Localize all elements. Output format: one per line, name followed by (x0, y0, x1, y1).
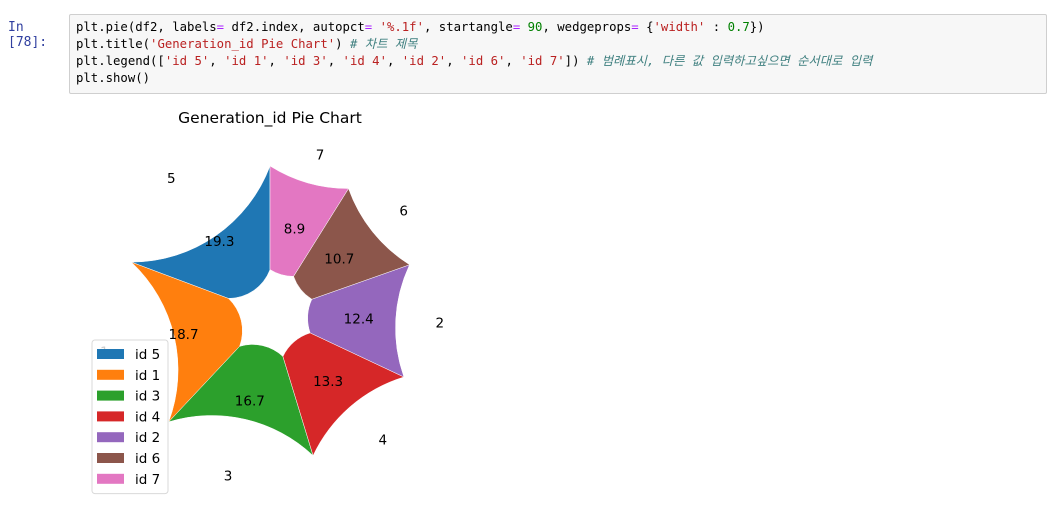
legend-entry: id 4 (135, 409, 160, 425)
cell-prompt: In [78]: (8, 20, 48, 50)
code-line: plt.pie(df2, labels= df2.index, autopct=… (76, 19, 872, 36)
code-token: 'id 2' (401, 54, 447, 68)
legend-swatch (97, 349, 124, 359)
pie-chart: Generation_id Pie Chart 19.3518.7116.731… (91, 109, 444, 495)
wedge-category-label: 5 (167, 171, 176, 187)
legend-entry: id 7 (135, 472, 160, 488)
code-token: = (631, 20, 639, 34)
legend-entry: id 2 (135, 430, 160, 446)
wedge-pct-label: 16.7 (235, 393, 265, 409)
code-token: 'width' (653, 20, 706, 34)
legend-entry: id 1 (135, 368, 160, 384)
code-token: # 차트 제목 (349, 37, 418, 51)
code-token: plt.title( (76, 37, 151, 51)
wedge-pct-label: 19.3 (204, 234, 234, 250)
legend-swatch (97, 411, 124, 422)
code-token: plt.legend([ (76, 54, 165, 68)
code-token: : (705, 20, 728, 34)
pie-wedge (131, 165, 271, 299)
code-token (520, 20, 527, 34)
code-token: ) (335, 37, 350, 51)
code-token: 'id 7' (520, 54, 565, 68)
pie-wedges (131, 165, 411, 457)
code-line: plt.title('Generation_id Pie Chart') # 차… (76, 36, 872, 53)
code-token: , startangle (423, 20, 513, 34)
wedge-pct-label: 8.9 (284, 222, 305, 238)
legend-swatch (97, 390, 124, 401)
wedge-category-label: 7 (316, 148, 325, 164)
pie-wedge (282, 332, 405, 457)
chart-legend: id 5 id 1 id 3 id 4 id 2 id 6 id 7 (91, 339, 169, 495)
code-token: 0.7 (727, 20, 750, 34)
chart-title: Generation_id Pie Chart (178, 109, 362, 128)
code-token: 'id 3' (283, 54, 328, 68)
code-token (372, 20, 379, 34)
pie-wedge (131, 261, 243, 423)
wedge-pct-label: 12.4 (344, 311, 374, 327)
pie-wedge (167, 344, 314, 457)
code-token: , (446, 54, 462, 68)
code-token: plt.show() (76, 71, 151, 85)
code-token: '%.1f' (379, 20, 424, 34)
pie-wedge (307, 264, 411, 378)
code-line: plt.legend(['id 5', 'id 1', 'id 3', 'id … (76, 53, 872, 70)
pie-wedge (269, 165, 349, 277)
legend-swatch (97, 432, 124, 443)
wedge-category-label: 6 (399, 203, 408, 219)
wedge-category-label: 2 (436, 315, 445, 331)
code-line: plt.show() (76, 70, 872, 87)
code-token: # 범례표시, 다른 값 입력하고싶으면 순서대로 입력 (586, 54, 873, 68)
code-token: 90 (527, 20, 543, 34)
code-token: = (364, 20, 373, 34)
code-token: = (216, 20, 225, 34)
code-token: , (386, 54, 402, 68)
code-token: 'id 4' (342, 54, 387, 68)
code-token: }) (749, 20, 765, 34)
code-token: , (505, 54, 521, 68)
legend-entry: id 5 (135, 347, 160, 363)
code-token: 'id 1' (224, 54, 269, 68)
code-token: , wedgeprops (542, 20, 632, 34)
code-token: 'id 5' (164, 54, 210, 68)
wedge-pct-label: 18.7 (168, 327, 198, 343)
code-token: , (209, 54, 225, 68)
wedge-category-label: 3 (224, 468, 233, 484)
code-token: 'Generation_id Pie Chart' (150, 37, 336, 51)
wedge-pct-label: 10.7 (324, 251, 354, 267)
legend-swatch (97, 473, 124, 484)
code-token: df2.index, autopct (224, 20, 365, 34)
wedge-pct-label: 13.3 (313, 374, 343, 390)
wedge-category-label: 4 (378, 432, 387, 448)
legend-swatch (97, 369, 124, 380)
legend-swatch (97, 453, 124, 463)
code-token: 'id 6' (461, 54, 506, 68)
code-token: = (512, 20, 521, 34)
code-token: plt.pie(df2, labels (76, 20, 217, 34)
code-token: , (327, 54, 343, 68)
code-token: ]) (564, 54, 587, 68)
legend-entry: id 3 (135, 389, 160, 405)
legend-entry: id 6 (135, 451, 160, 467)
code-editor[interactable]: plt.pie(df2, labels= df2.index, autopct=… (76, 19, 872, 87)
code-cell[interactable]: plt.pie(df2, labels= df2.index, autopct=… (69, 14, 1047, 94)
code-token: , (268, 54, 284, 68)
code-token: { (638, 20, 654, 34)
